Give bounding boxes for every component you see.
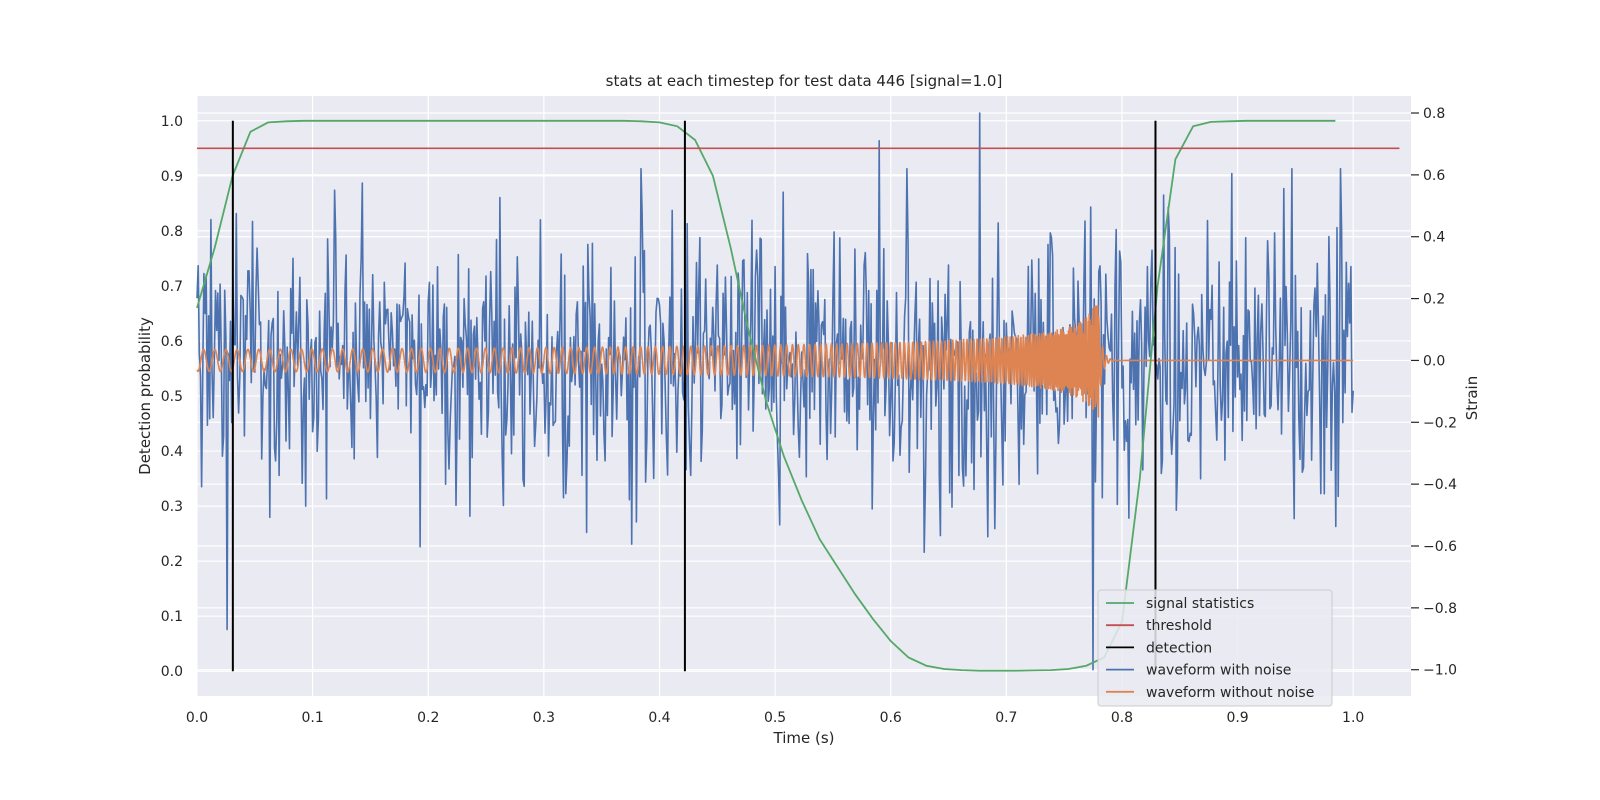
y-tick-label: 0.4 [161,444,183,460]
y-tick-label: 0.3 [161,499,183,515]
legend-box [1097,589,1333,707]
series-waveform-without-noise [196,305,1354,418]
chart-title: stats at each timestep for test data 446… [606,72,1003,90]
y-tick-label: 0.2 [161,554,183,570]
x-tick-label: 0.6 [880,710,902,726]
legend-label: signal statistics [1146,596,1254,612]
x-tick-label: 0.3 [533,710,555,726]
y-tick-label: 0.9 [161,169,183,185]
y-right-tick-label: 0.0 [1423,353,1445,369]
x-tick-label: 0.5 [764,710,786,726]
y-right-tick-label: −0.4 [1423,477,1457,493]
x-tick-label: 0.8 [1111,710,1133,726]
y-right-tick-label: −1.0 [1423,663,1457,679]
x-axis-title: Time (s) [773,729,835,747]
legend-label: waveform with noise [1146,663,1291,679]
y-tick-label: 0.6 [161,334,183,350]
y-axis-title: Detection probability [136,317,154,475]
y-right-tick-label: −0.2 [1423,415,1457,431]
ticks: 0.0 0.1 0.2 0.3 0.4 0.5 0.6 0.7 0.8 0.9 1.0 0.0 0.1 0… [161,106,1457,726]
series-layer [196,112,1400,672]
y-right-tick-label: 0.4 [1423,230,1445,246]
series-signal-statistics [196,119,1336,672]
y-tick-label: 1.0 [161,114,183,130]
y-right-tick-label: 0.2 [1423,292,1445,308]
legend: signal statistics threshold detection wavef… [1097,589,1333,707]
x-tick-label: 0.7 [995,710,1017,726]
y-tick-label: 0.5 [161,389,183,405]
y-tick-label: 0.1 [161,609,183,625]
x-tick-label: 1.0 [1342,710,1364,726]
legend-label: waveform without noise [1146,685,1314,701]
y-tick-label: 0.7 [161,279,183,295]
y-tick-label: 0.0 [161,664,183,680]
y-right-tick-label: −0.6 [1423,539,1457,555]
legend-label: detection [1146,640,1212,656]
y-right-axis-title: Strain [1463,376,1481,420]
x-tick-label: 0.9 [1226,710,1248,726]
y-tick-label: 0.8 [161,224,183,240]
y-right-tick-label: 0.6 [1423,168,1445,184]
legend-label: threshold [1146,618,1212,634]
y-right-tick-label: −0.8 [1423,601,1457,617]
x-tick-label: 0.0 [186,710,208,726]
x-tick-label: 0.4 [648,710,670,726]
y-right-tick-label: 0.8 [1423,106,1445,122]
x-tick-label: 0.2 [417,710,439,726]
x-tick-label: 0.1 [301,710,323,726]
